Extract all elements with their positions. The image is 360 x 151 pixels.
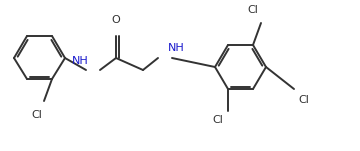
Text: Cl: Cl [298, 95, 310, 105]
Text: Cl: Cl [212, 115, 224, 125]
Text: NH: NH [168, 43, 184, 53]
Text: Cl: Cl [32, 110, 42, 120]
Text: NH: NH [72, 56, 88, 66]
Text: O: O [112, 15, 120, 25]
Text: Cl: Cl [248, 5, 258, 15]
